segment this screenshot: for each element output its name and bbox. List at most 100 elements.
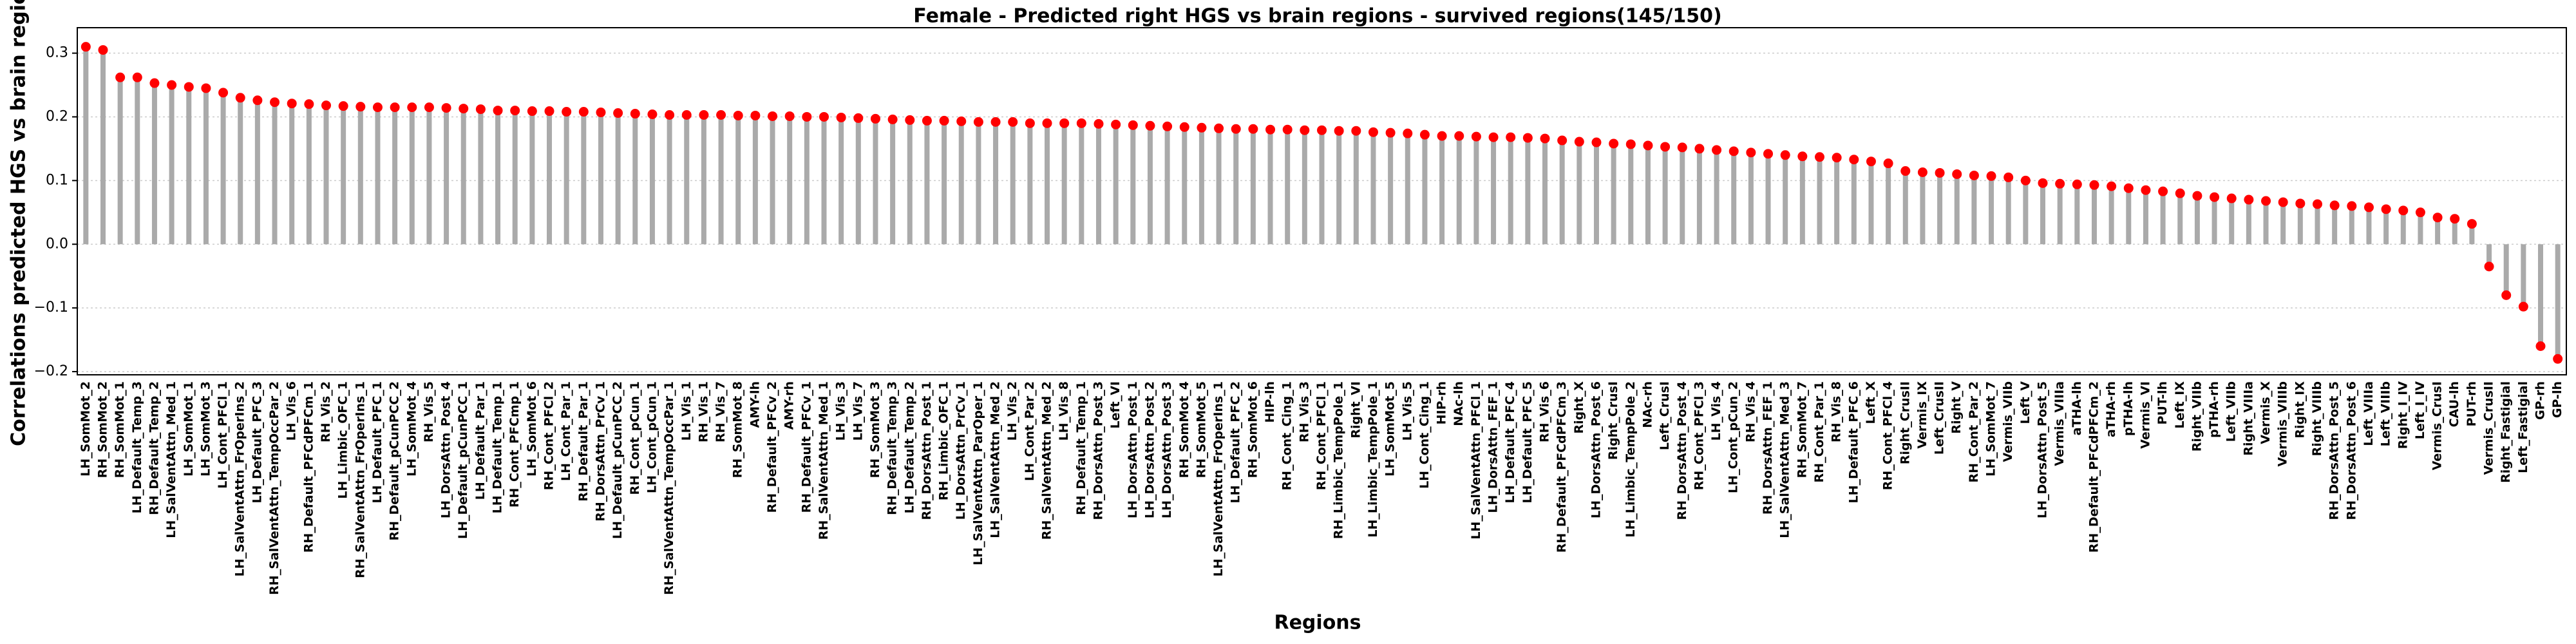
x-tick-label: RH_Cont_PFCl_2 <box>542 381 556 490</box>
x-tick-label: Right_VIIb <box>2190 381 2204 451</box>
dot <box>149 78 160 88</box>
x-tick-label: LH_Limbic_OFC_1 <box>336 381 350 499</box>
dot <box>1214 123 1224 133</box>
dot <box>2467 219 2477 229</box>
x-tick-label: Right_CrusI <box>1606 381 1620 460</box>
x-tick-label: LH_Default_Temp_3 <box>130 381 144 513</box>
dot <box>2278 197 2288 207</box>
dot <box>1403 128 1413 138</box>
x-tick-label: RH_Vis_8 <box>1830 381 1844 442</box>
x-tick-label: LH_SalVentAttn_Med_2 <box>989 381 1003 538</box>
x-tick-label: RH_DorsAttn_Post_5 <box>2327 381 2342 520</box>
x-tick-label: LH_SomMot_1 <box>182 381 196 477</box>
dot <box>1866 156 1876 167</box>
dot <box>2415 207 2425 218</box>
x-tick-label: Vermis_VIIIb <box>2276 381 2290 467</box>
y-tick-label: 0.3 <box>46 45 68 61</box>
dot <box>1935 167 1945 178</box>
dot <box>716 109 726 120</box>
dot <box>407 102 417 113</box>
x-tick-label: LH_SomMot_2 <box>79 381 93 477</box>
dot <box>2055 178 2065 189</box>
y-tick-label: −0.1 <box>34 299 68 316</box>
x-tick-label: LH_DorsAttn_FEF_1 <box>1486 381 1501 513</box>
dot <box>1677 142 1687 153</box>
x-tick-label: RH_Vis_4 <box>1743 381 1757 442</box>
x-tick-label: RH_DorsAttn_PrCv_1 <box>593 381 607 522</box>
dot <box>2363 202 2374 213</box>
dot <box>527 106 537 117</box>
x-axis-label: Regions <box>1274 612 1361 634</box>
x-tick-label: LH_Default_PFC_5 <box>1520 381 1535 503</box>
x-tick-label: RH_SomMot_6 <box>1245 381 1260 478</box>
dot <box>1591 137 1602 147</box>
dot <box>905 115 915 125</box>
x-tick-label: LH_Vis_4 <box>1709 381 1723 440</box>
x-tick-label: LH_SalVentAttn_ParOper_1 <box>971 381 985 565</box>
dot <box>887 114 898 124</box>
x-tick-label: Right_X <box>1572 381 1586 434</box>
dot <box>2158 186 2168 196</box>
dot <box>1609 138 1619 149</box>
dot <box>768 111 778 121</box>
dot <box>1574 137 1584 147</box>
x-tick-label: Left_VIIIb <box>2379 381 2393 446</box>
x-tick-label: RH_Vis_2 <box>319 381 333 442</box>
dot <box>2313 199 2322 209</box>
x-tick-label: RH_SalVentAttn_Med_1 <box>817 381 831 540</box>
x-tick-label: LH_Default_Temp_2 <box>902 381 916 513</box>
x-tick-label: LH_DorsAttn_Post_4 <box>439 381 453 518</box>
dot <box>1197 122 1207 133</box>
dot <box>647 109 658 120</box>
dot <box>1815 152 1824 162</box>
x-tick-label: LH_Cont_Par_1 <box>559 381 573 481</box>
dot <box>1780 150 1790 160</box>
x-tick-label: RH_Default_PFCdPFCm_2 <box>2087 381 2101 553</box>
x-tick-label: LH_Vis_6 <box>285 381 299 440</box>
dot <box>184 82 194 92</box>
x-tick-label: GP-lh <box>2550 381 2564 418</box>
x-tick-label: LH_Default_PFC_6 <box>1846 381 1861 503</box>
x-tick-label: LH_Vis_8 <box>1057 381 1071 440</box>
x-tick-label: RH_Default_PFCv_2 <box>765 381 779 513</box>
dot <box>665 109 675 120</box>
x-tick-label: HIP-rh <box>1435 381 1449 424</box>
dot <box>1969 170 1979 180</box>
x-tick-label: aTHA-rh <box>2104 381 2118 437</box>
dot <box>1952 169 1962 179</box>
dot <box>2038 178 2048 188</box>
x-tick-label: Left_CrusII <box>1933 381 1947 455</box>
dot <box>132 72 142 82</box>
dot <box>80 42 91 52</box>
dot <box>1025 118 1035 128</box>
dot <box>1059 118 1070 128</box>
x-tick-label: LH_Limbic_TempPole_1 <box>1366 381 1380 538</box>
y-tick-label: 0.1 <box>46 172 68 188</box>
dot <box>510 106 520 116</box>
x-tick-label: Right_VIIIa <box>2241 381 2255 456</box>
dot <box>167 80 177 90</box>
y-tick-label: 0.0 <box>46 236 68 252</box>
dot <box>1317 125 1327 135</box>
x-tick-label: Left_V <box>2018 381 2032 424</box>
dot <box>1385 128 1396 138</box>
dot <box>1797 151 1808 162</box>
x-tick-label: LH_Default_pCunPCC_2 <box>611 381 625 539</box>
dot <box>2261 196 2271 206</box>
x-tick-label: Vermis_VI <box>2138 381 2152 449</box>
x-tick-label: Left_VIIb <box>2224 381 2239 442</box>
x-tick-label: AMY-lh <box>748 381 762 428</box>
dot <box>2244 194 2254 205</box>
dot <box>1728 146 1739 156</box>
dot <box>1419 129 1430 140</box>
x-tick-label: RH_Default_Temp_1 <box>1074 381 1088 515</box>
x-tick-label: RH_Cont_PFCl_3 <box>1692 381 1706 490</box>
x-tick-label: RH_DorsAttn_Post_3 <box>1091 381 1105 520</box>
dot <box>287 99 297 109</box>
dot <box>115 72 126 82</box>
x-tick-label: RH_Vis_6 <box>1538 381 1552 442</box>
dot <box>750 110 761 120</box>
dot <box>1334 126 1344 136</box>
y-tick-label: 0.2 <box>46 108 68 124</box>
x-tick-label: LH_Vis_7 <box>851 381 865 440</box>
